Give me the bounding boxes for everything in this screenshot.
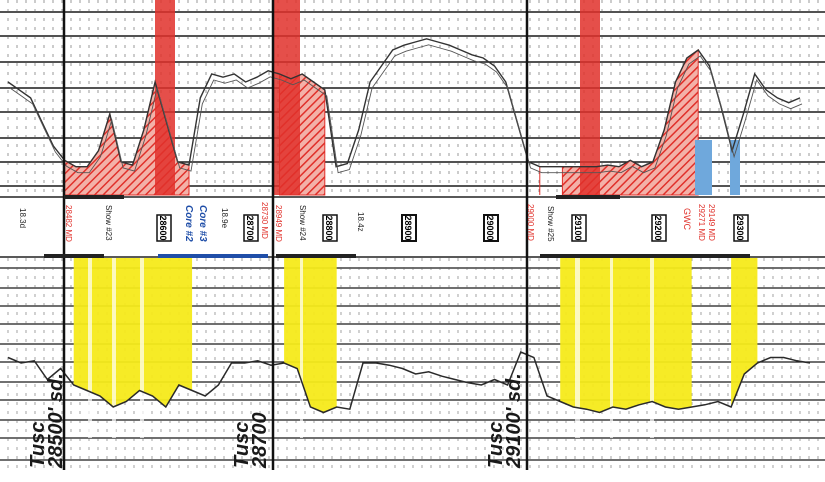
red-depth-label: 29271 MD	[697, 204, 706, 241]
red-depth-label: 28949 MD	[274, 205, 283, 242]
annotation-label: Show #25	[546, 206, 555, 242]
svg-text:28700: 28700	[249, 412, 271, 469]
svg-text:29000: 29000	[485, 215, 495, 240]
svg-text:28700: 28700	[245, 215, 255, 240]
annotation-label: GWC	[682, 208, 692, 230]
depth-box: 29000	[483, 214, 499, 242]
svg-text:Tusc: Tusc	[231, 422, 253, 468]
depth-box: 28900	[401, 214, 417, 242]
svg-text:Tusc: Tusc	[27, 422, 49, 468]
red-fill-solid	[155, 0, 175, 195]
red-depth-label: 28482 MD	[64, 205, 73, 242]
svg-text:29300: 29300	[735, 215, 745, 240]
annotation-label: 18.9e	[220, 208, 229, 229]
blue-core-label: Core #2	[183, 205, 194, 242]
svg-text:Tusc: Tusc	[485, 422, 507, 468]
top-track-log-curve-secondary	[9, 44, 803, 174]
blue-core-label: Core #3	[197, 205, 208, 242]
formation-labels: Tusc 28500' sd. Tusc 28700 Tusc 29100' s…	[27, 373, 525, 469]
yellow-fill	[731, 258, 758, 407]
fill-gap	[575, 258, 580, 438]
yellow-fill	[560, 258, 692, 413]
formation-label: Tusc 29100' sd.	[485, 373, 525, 469]
red-depth-label: 29149 MD	[707, 204, 716, 241]
svg-text:28900: 28900	[403, 215, 413, 240]
core-bars	[44, 195, 750, 258]
top-track-red-fills	[64, 0, 740, 196]
depth-box: 29100	[571, 214, 587, 242]
formation-label: Tusc 28500' sd.	[27, 373, 67, 469]
depth-box: 29300	[733, 214, 749, 242]
bottom-track-yellow-fills	[73, 258, 758, 438]
annotation-label: 18.4z	[356, 212, 365, 232]
annotation-label: Show #23	[104, 205, 113, 241]
red-depth-label: 28730 MD	[260, 202, 269, 239]
yellow-fill	[284, 258, 337, 413]
red-fill-solid	[273, 0, 300, 195]
top-track-log-curve	[7, 38, 801, 168]
fill-gap	[112, 258, 116, 438]
svg-text:28600: 28600	[158, 215, 168, 240]
svg-text:28800: 28800	[324, 215, 334, 240]
bottom-track-log-curve	[7, 351, 811, 414]
red-fill-solid	[580, 0, 600, 195]
blue-fill	[695, 140, 712, 195]
blue-fill	[730, 140, 740, 195]
svg-text:28500' sd.: 28500' sd.	[45, 373, 67, 469]
depth-box: 28800	[322, 214, 338, 242]
depth-labels: 28600 28700 28800 28900 29000 29100 2920…	[18, 202, 749, 242]
depth-box: 28600	[156, 214, 172, 242]
annotation-label: 18.3d	[18, 208, 27, 228]
fill-gap	[610, 258, 613, 438]
yellow-fill	[73, 258, 193, 407]
fill-gap	[300, 258, 303, 438]
fill-gap	[140, 258, 144, 438]
formation-label: Tusc 28700	[231, 412, 271, 469]
depth-box: 29200	[651, 214, 667, 242]
depth-box: 28700	[243, 214, 259, 242]
svg-text:29100' sd.: 29100' sd.	[503, 373, 525, 469]
column-separators	[62, 0, 529, 470]
fill-gap	[650, 258, 654, 438]
svg-text:29200: 29200	[653, 215, 663, 240]
annotation-label: Show #24	[298, 205, 307, 241]
red-depth-label: 29000 MD	[526, 204, 535, 241]
svg-text:29100: 29100	[573, 215, 583, 240]
fill-gap	[88, 258, 92, 438]
